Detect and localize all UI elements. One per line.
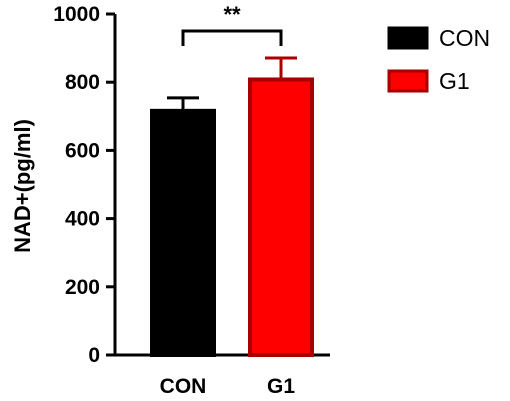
x-tick-label: G1 [267,375,295,398]
significance-line [181,29,283,46]
bar-con [150,108,216,358]
legend-swatch-con [387,26,429,50]
legend: CON G1 [387,25,490,94]
significance-label: ** [223,2,241,27]
y-tick-label: 1000 [53,3,100,26]
significance-bracket: ** [181,2,283,46]
legend-label-g1: G1 [439,68,470,94]
y-tick-label: 600 [65,139,100,162]
x-tick-label: CON [160,375,207,398]
bar-g1 [248,77,314,358]
x-tick-labels: CON G1 [160,375,296,398]
legend-label-con: CON [439,25,490,51]
bars [150,56,314,358]
y-tick-label: 0 [88,344,100,367]
y-tick-label: 800 [65,71,100,94]
legend-swatch-g1 [387,69,429,93]
y-axis-label: NAD+(pg/ml) [10,119,35,253]
y-tick-label: 200 [65,276,100,299]
y-tick-label: 400 [65,208,100,231]
y-ticks: 0 200 400 600 800 1000 [53,3,115,367]
